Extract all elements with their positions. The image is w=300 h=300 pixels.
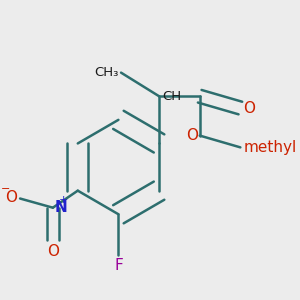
Text: −: − — [1, 184, 10, 194]
Text: CH: CH — [162, 90, 181, 103]
Text: O: O — [47, 244, 59, 259]
Text: +: + — [59, 195, 69, 206]
Text: F: F — [114, 258, 123, 273]
Text: methyl: methyl — [244, 140, 297, 155]
Text: N: N — [54, 200, 67, 215]
Text: O: O — [186, 128, 198, 143]
Text: O: O — [5, 190, 17, 205]
Text: CH₃: CH₃ — [94, 66, 119, 79]
Text: O: O — [244, 100, 256, 116]
